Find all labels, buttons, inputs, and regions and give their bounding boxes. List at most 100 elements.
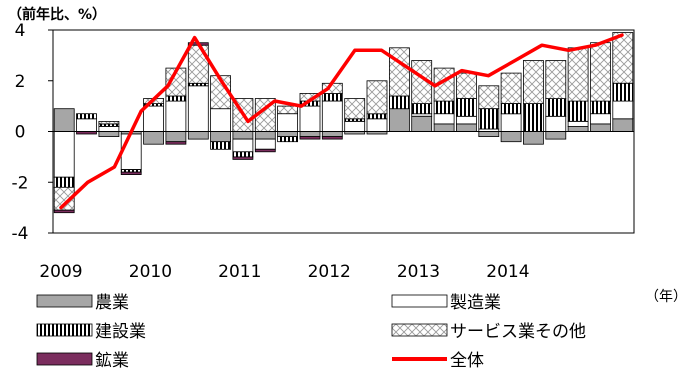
bar-segment-mining xyxy=(165,141,187,145)
legend-swatch-const xyxy=(36,323,93,337)
x-tick-label: 2014 xyxy=(486,262,529,282)
bar-segment-agri xyxy=(455,123,477,132)
y-axis: 4 2 0 -2 -4 xyxy=(12,21,53,244)
bar-segment-services xyxy=(277,105,299,115)
bar-segment-mining xyxy=(53,209,75,214)
plot-area xyxy=(52,29,635,234)
bar-segment-mfg xyxy=(277,113,299,132)
bar-segment-services xyxy=(455,72,477,99)
y-tick-label: 0 xyxy=(15,123,26,143)
bar-segment-mfg xyxy=(187,85,209,132)
bar-segment-const xyxy=(567,100,589,122)
bar-segment-mfg xyxy=(143,105,165,132)
bar-segment-const xyxy=(612,82,634,102)
bar-segment-agri xyxy=(277,131,299,137)
bar-segment-mining xyxy=(232,156,254,160)
bar-segment-mfg xyxy=(612,100,634,120)
bar-segment-const xyxy=(455,98,477,117)
bar-segment-mfg xyxy=(321,100,343,132)
bar-segment-const xyxy=(545,98,567,117)
y-unit-label: （前年比、%） xyxy=(8,6,106,23)
bar-segment-const xyxy=(590,100,611,115)
bar-segment-mfg xyxy=(433,113,455,125)
bar-segment-agri xyxy=(165,131,187,143)
bar-segment-const xyxy=(232,151,254,158)
x-tick-label: 2009 xyxy=(39,262,82,282)
legend-label-total: 全体 xyxy=(450,351,484,371)
bar-segment-mfg xyxy=(299,105,321,132)
bar-segment-agri xyxy=(478,131,500,137)
x-tick-label: 2012 xyxy=(308,262,351,282)
bar-segment-const xyxy=(76,113,97,120)
bar-segment-services xyxy=(612,32,634,84)
bar-segment-const xyxy=(478,108,500,130)
bar-segment-const xyxy=(523,103,544,132)
bar-segment-agri xyxy=(388,108,410,132)
legend-swatch-mining xyxy=(36,352,93,366)
legend-label-mfg: 製造業 xyxy=(450,293,501,313)
bar-segment-mfg xyxy=(76,118,97,132)
bar-segment-services xyxy=(366,80,388,115)
bar-segment-agri xyxy=(523,131,544,145)
bar-segment-mfg xyxy=(232,138,254,153)
bar-segment-const xyxy=(388,95,410,110)
bar-segment-mfg xyxy=(254,138,276,150)
bar-segment-agri xyxy=(143,131,165,145)
bar-segment-mfg xyxy=(120,133,142,170)
bar-segment-agri xyxy=(612,118,634,132)
bar-segment-services xyxy=(590,42,611,102)
bar-segment-const xyxy=(411,103,433,115)
bar-segment-services xyxy=(98,121,120,125)
bar-segment-agri xyxy=(98,131,120,137)
legend-swatch-mfg xyxy=(391,294,448,308)
bar-segment-mining xyxy=(321,136,343,140)
bar-segment-agri xyxy=(187,131,209,140)
legend-swatch-services xyxy=(391,323,448,337)
bar-segment-services xyxy=(500,72,522,104)
bar-segment-services xyxy=(187,44,209,84)
bar-segment-mfg xyxy=(590,113,611,125)
x-unit-label: （年） xyxy=(645,289,687,305)
x-tick-label: 2013 xyxy=(397,262,440,282)
bar-segment-agri xyxy=(433,123,455,132)
bar-segment-agri xyxy=(53,108,75,132)
bar-segment-services xyxy=(545,60,567,99)
legend-swatch-agri xyxy=(36,294,93,308)
bar-segment-mining xyxy=(254,148,276,153)
bar-segment-mfg xyxy=(210,108,232,132)
legend-label-mining: 鉱業 xyxy=(95,351,129,371)
bar-segment-const xyxy=(433,100,455,115)
legend-label-const: 建設業 xyxy=(95,322,146,342)
bar-segment-const xyxy=(321,93,343,102)
bar-segment-agri xyxy=(545,131,567,140)
bar-segment-agri xyxy=(299,131,321,137)
bar-segment-const xyxy=(165,95,187,102)
bar-segment-agri xyxy=(590,123,611,132)
bar-segment-const xyxy=(277,136,299,143)
y-tick-label: -4 xyxy=(12,224,29,244)
x-tick-label: 2010 xyxy=(129,262,172,282)
bar-segment-services xyxy=(388,47,410,97)
bar-segment-const xyxy=(53,176,75,188)
x-axis: 2009 2010 2011 2012 2013 2014 xyxy=(39,262,529,282)
bar-segment-mfg xyxy=(366,118,388,132)
bar-segment-const xyxy=(500,103,522,115)
bar-segment-agri xyxy=(232,131,254,140)
bar-segment-agri xyxy=(567,126,589,132)
bar-segment-services xyxy=(478,85,500,110)
bar-segment-mfg xyxy=(165,100,187,132)
bar-segment-const xyxy=(210,141,232,150)
y-tick-label: 2 xyxy=(15,72,26,92)
bar-segment-agri xyxy=(411,115,433,132)
y-tick-label: -2 xyxy=(12,173,29,193)
bar-segment-services xyxy=(523,60,544,104)
bar-segment-mining xyxy=(299,136,321,140)
bar-segment-services xyxy=(344,98,366,120)
bar-segment-mfg xyxy=(98,126,120,132)
total-series-line xyxy=(59,33,624,210)
bar-segment-mfg xyxy=(455,115,477,125)
bar-segment-agri xyxy=(321,131,343,137)
bar-segment-mfg xyxy=(567,121,589,127)
bar-segment-services xyxy=(567,47,589,102)
